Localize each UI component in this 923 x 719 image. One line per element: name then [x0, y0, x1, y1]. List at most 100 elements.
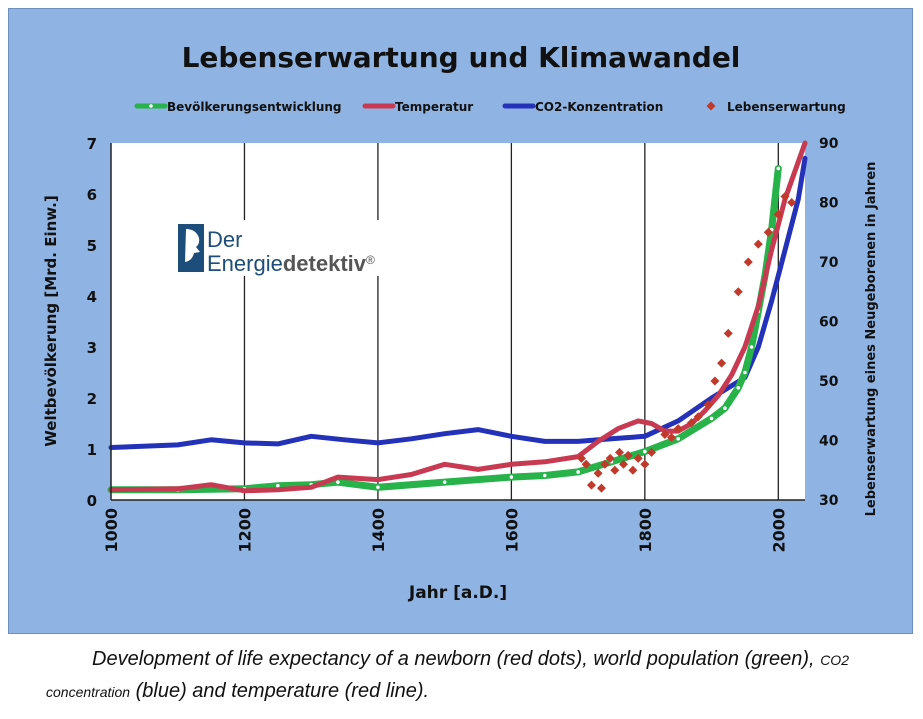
x-tick-label: 1000: [102, 508, 121, 553]
population-point: [749, 345, 754, 349]
life-expectancy-point: [600, 459, 610, 469]
series-lebenserwartung: [576, 192, 797, 493]
legend-label: Lebenserwartung: [727, 100, 846, 114]
life-expectancy-point: [623, 450, 633, 460]
population-point: [709, 416, 714, 421]
figure-caption: Development of life expectancy of a newb…: [46, 644, 906, 708]
detective-silhouette-icon: [178, 224, 204, 272]
watermark-background: [173, 220, 441, 276]
watermark-energie: Energie: [207, 251, 283, 276]
y-tick-label: 2: [87, 390, 97, 408]
life-expectancy-point: [773, 209, 783, 219]
y2-tick-label: 30: [819, 493, 839, 509]
series-co2-konzentration-line: [108, 155, 808, 450]
y2-tick-label: 40: [819, 434, 839, 450]
life-expectancy-point: [633, 453, 643, 463]
caption-part-2: (blue) and temperature (red line).: [130, 680, 430, 702]
life-expectancy-point: [593, 468, 603, 478]
x-tick-label: 2000: [769, 508, 788, 553]
legend-label: Bevölkerungsentwicklung: [167, 100, 342, 114]
axes: 0 1 2 3 4 5 6 7 30 40 50 60 70 80 90 1000 1200 1400 1600 18…: [87, 135, 839, 553]
life-expectancy-point: [753, 239, 763, 249]
x-tick-label: 1400: [369, 508, 388, 553]
x-tick-label: 1600: [502, 508, 521, 553]
chart-svg: Lebenserwartung und Klimawandel Bevölker…: [42, 41, 879, 603]
series-layer: [107, 140, 808, 494]
plot-area: [111, 143, 805, 500]
life-expectancy-point: [576, 453, 586, 463]
legend-label: Temperatur: [395, 100, 473, 114]
y-tick-label: 3: [87, 339, 97, 357]
legend-item-bev-lkerungsentwicklung: Bevölkerungsentwicklung: [134, 100, 342, 114]
x-tick-label: 1200: [235, 508, 254, 553]
life-expectancy-point: [660, 430, 670, 440]
y2-tick-label: 50: [819, 374, 839, 390]
caption-part-1: Development of life expectancy of a newb…: [92, 648, 821, 670]
y-tick-label: 1: [87, 441, 97, 459]
legend-item-lebenserwartung: Lebenserwartung: [706, 100, 846, 114]
population-point: [736, 386, 741, 390]
population-point: [509, 475, 514, 479]
population-point: [676, 437, 681, 441]
life-expectancy-point: [667, 433, 677, 443]
life-expectancy-point: [586, 480, 596, 490]
life-expectancy-point: [763, 227, 773, 237]
population-point: [743, 370, 747, 375]
y-axis-label: Weltbevölkerung [Mrd. Einw.]: [42, 195, 60, 446]
life-expectancy-point: [640, 459, 650, 469]
caption-co2: CO2 concentration: [46, 652, 849, 700]
population-point: [542, 473, 547, 478]
life-expectancy-point: [780, 192, 790, 202]
watermark-word-der: Der: [207, 227, 242, 252]
watermark-detektiv: detektiv: [283, 251, 367, 276]
life-expectancy-point: [733, 287, 743, 297]
legend-label: CO2-Konzentration: [535, 100, 663, 114]
watermark-word-energiedetektiv: Energiedetektiv®: [207, 251, 375, 276]
legend-item-co2-konzentration: CO2-Konzentration: [502, 100, 663, 114]
chart-panel: Lebenserwartung und Klimawandel Bevölker…: [8, 8, 913, 634]
y-tick-label: 5: [87, 237, 97, 255]
population-point: [376, 485, 380, 490]
y-tick-label: 7: [87, 135, 97, 153]
life-expectancy-point: [618, 459, 628, 469]
series-temperatur-line: [108, 140, 808, 494]
x-axis-label: Jahr [a.D.]: [408, 583, 507, 603]
watermark-logo: Der Energiedetektiv®: [173, 220, 441, 276]
chart-title: Lebenserwartung und Klimawandel: [182, 41, 741, 74]
y-tick-label: 0: [87, 492, 97, 510]
life-expectancy-point: [787, 198, 797, 207]
life-expectancy-point: [743, 257, 753, 267]
y2-tick-label: 90: [819, 136, 839, 152]
life-expectancy-point: [723, 328, 733, 338]
population-point: [442, 480, 447, 484]
life-expectancy-point: [581, 459, 591, 469]
life-expectancy-point: [628, 465, 638, 475]
population-point: [336, 480, 340, 484]
life-expectancy-point: [614, 447, 624, 457]
life-expectancy-point: [687, 418, 697, 428]
life-expectancy-point: [673, 424, 683, 434]
population-point: [576, 470, 580, 474]
life-expectancy-point: [605, 453, 615, 463]
watermark-registered-mark: ®: [366, 253, 375, 267]
y2-axis-label: Lebenserwartung eines Neugeborenen in Ja…: [864, 162, 879, 517]
legend-item-temperatur: Temperatur: [362, 100, 473, 114]
life-expectancy-point: [717, 358, 727, 368]
life-expectancy-point: [610, 465, 620, 475]
population-point: [276, 483, 280, 488]
life-expectancy-point: [596, 483, 606, 493]
population-point: [723, 406, 727, 411]
life-expectancy-point: [693, 412, 703, 422]
x-tick-label: 1800: [636, 508, 655, 553]
life-expectancy-point: [703, 400, 713, 410]
y2-tick-label: 70: [819, 255, 839, 271]
y-tick-label: 4: [87, 288, 97, 306]
life-expectancy-point: [710, 376, 720, 386]
population-point: [776, 166, 781, 171]
y2-tick-label: 80: [819, 196, 839, 212]
y2-tick-label: 60: [819, 315, 839, 331]
legend: Bevölkerungsentwicklung Temperatur CO2-Kon…: [134, 100, 846, 114]
legend-swatch: [706, 101, 716, 111]
y-tick-label: 6: [87, 186, 97, 204]
population-point: [643, 449, 647, 454]
